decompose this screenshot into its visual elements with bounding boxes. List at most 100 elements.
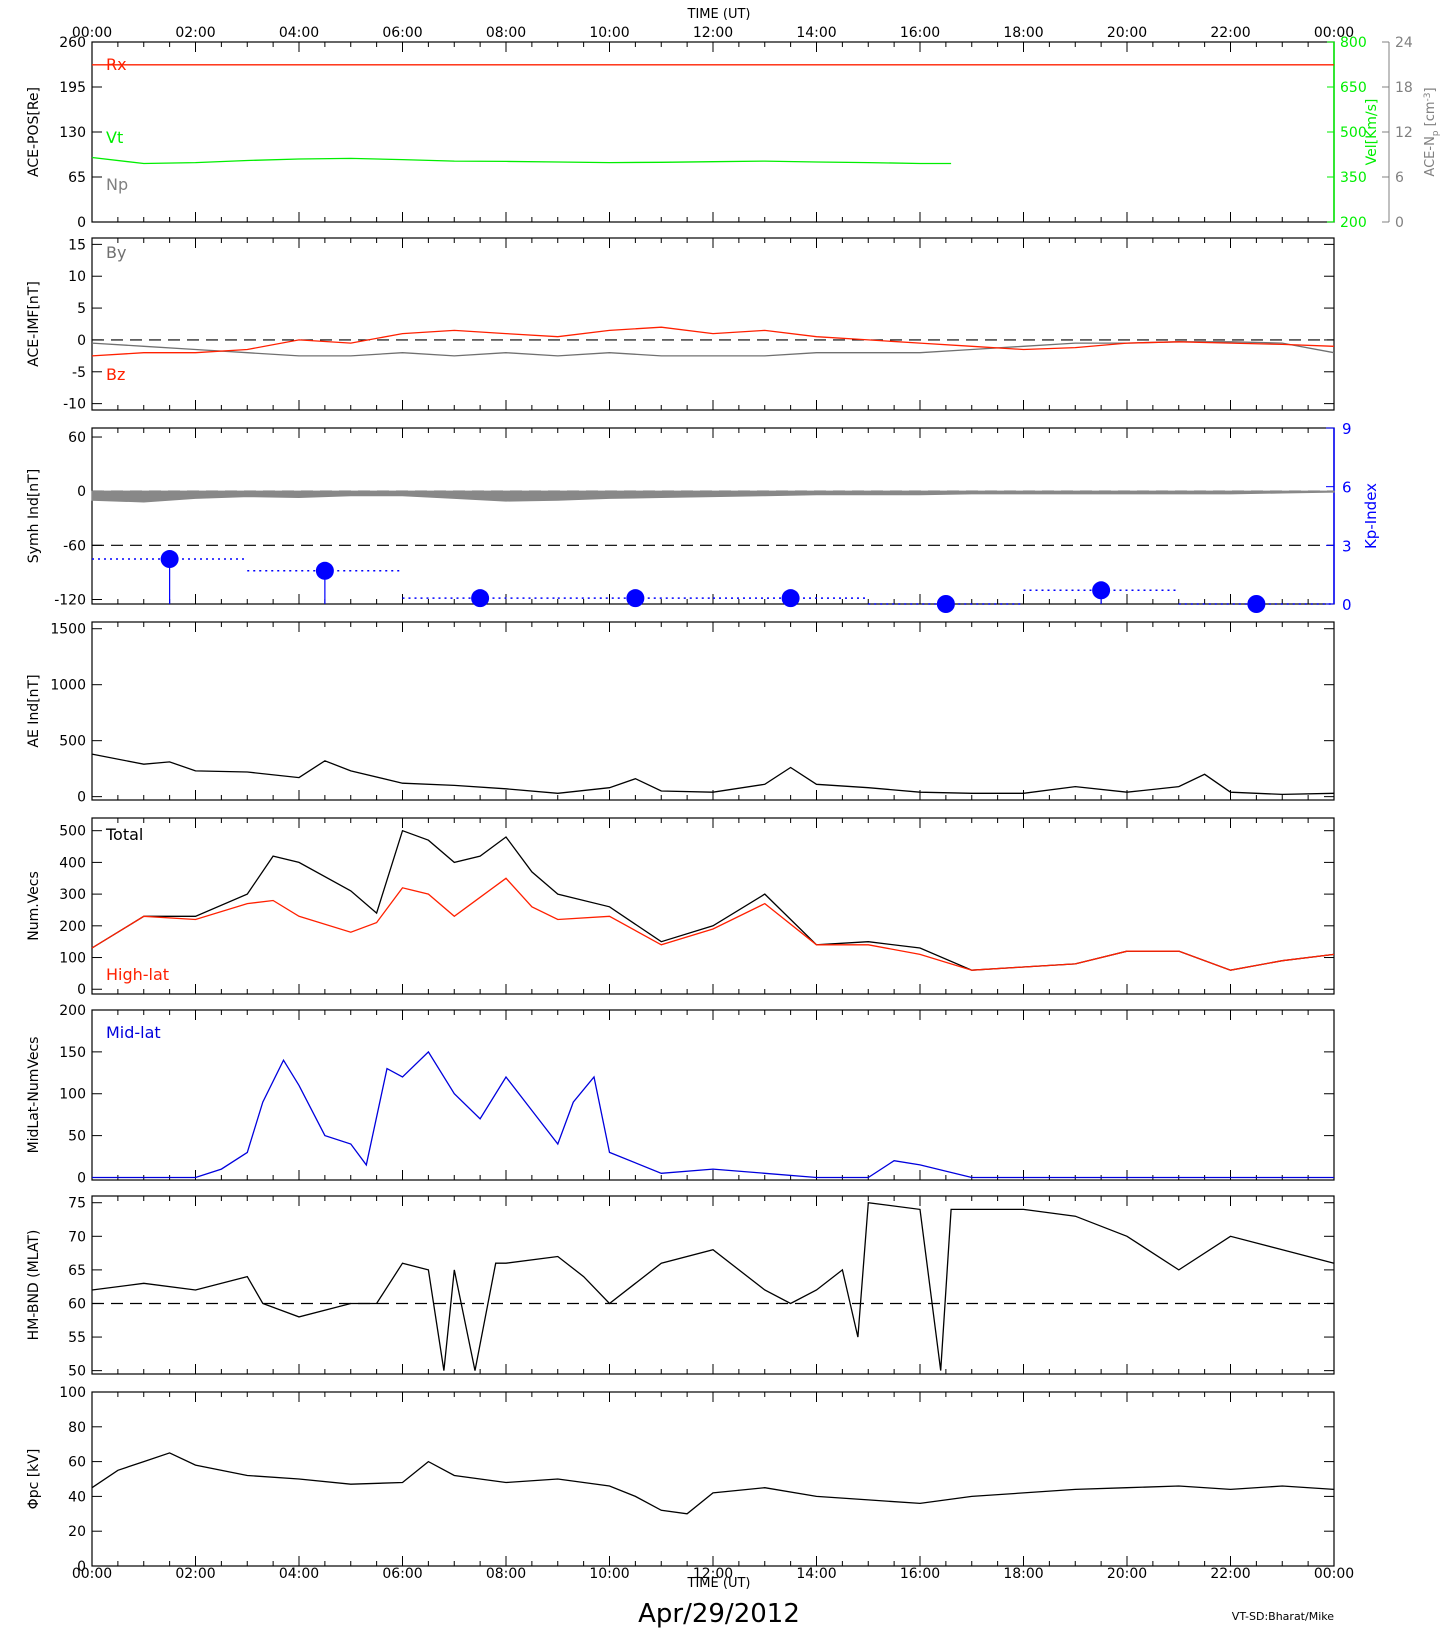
series-label-bz: Bz — [106, 365, 125, 384]
y-axis-label: Φpc [kV] — [26, 1449, 42, 1510]
y-axis-label: HM-BND (MLAT) — [26, 1230, 42, 1341]
y-tick-label: -5 — [72, 365, 86, 381]
bottom-time-tick-label: 06:00 — [382, 1566, 422, 1582]
y-tick-label: 40 — [68, 1489, 86, 1505]
panel-frame — [91, 41, 1335, 223]
label-part: -3 — [1423, 92, 1433, 101]
right-y-tick-label: 800 — [1340, 35, 1367, 51]
right-y-tick-label: 6 — [1395, 170, 1404, 186]
bottom-time-tick-label: 14:00 — [796, 1566, 836, 1582]
series-label-mid-lat: Mid-lat — [106, 1023, 161, 1042]
right-y-tick-label: 18 — [1395, 80, 1413, 96]
bottom-time-tick-label: 08:00 — [486, 1566, 526, 1582]
phi-pc-line — [91, 1452, 1335, 1515]
panel-5: 0 100 200 300 400 500 Num.Vecs Total High-lat — [26, 817, 1335, 998]
y-tick-label: 60 — [68, 1296, 86, 1312]
right-y-tick-label: 350 — [1340, 170, 1367, 186]
panel-2: -10 -5 0 5 10 15 ACE-IMF[nT] By Bz — [26, 237, 1335, 413]
right-y-tick-label: 9 — [1342, 420, 1352, 438]
kp-point — [936, 595, 955, 613]
high-lat-line — [91, 877, 1335, 971]
series-label-rx: Rx — [106, 55, 127, 74]
bottom-time-tick-label: 20:00 — [1107, 1566, 1147, 1582]
hm-bnd-line — [91, 1201, 1335, 1371]
top-time-tick-label: 06:00 — [382, 25, 422, 41]
y-tick-label: 75 — [68, 1196, 86, 1212]
credit-label: VT-SD:Bharat/Mike — [1232, 1610, 1334, 1623]
y-axis-label: MidLat-NumVecs — [26, 1037, 42, 1154]
y-tick-label: 300 — [59, 887, 86, 903]
y-tick-label: 0 — [77, 790, 86, 806]
panel-frame — [91, 427, 1335, 605]
right-axis-label: Kp-Index — [1362, 483, 1380, 549]
panel-1: 0 65 130 195 260 ACE-POS[Re] 200 350 500 650 800 Ve… — [26, 35, 1441, 231]
top-time-tick-label: 02:00 — [175, 25, 215, 41]
series-label-total: Total — [105, 825, 143, 844]
panel-frame — [91, 817, 1335, 995]
y-axis-label: AE Ind[nT] — [26, 674, 42, 747]
bottom-time-tick-label: 02:00 — [175, 1566, 215, 1582]
top-time-tick-label: 04:00 — [279, 25, 319, 41]
y-tick-label: 0 — [77, 1559, 86, 1575]
y-tick-label: 200 — [59, 1003, 86, 1019]
right-y-tick-label: 6 — [1342, 479, 1352, 497]
panel-8: 0 20 40 60 80 100 Φpc [kV] — [26, 1385, 1335, 1575]
right-y-tick-label: 12 — [1395, 125, 1413, 141]
right-y-tick-label: 650 — [1340, 80, 1367, 96]
top-time-tick-label: 22:00 — [1210, 25, 1250, 41]
bottom-time-tick-label: 00:00 — [1314, 1566, 1354, 1582]
top-time-tick-label: 20:00 — [1107, 25, 1147, 41]
series-label-np: Np — [106, 175, 128, 194]
y-tick-label: 400 — [59, 855, 86, 871]
y-tick-label: 195 — [59, 80, 86, 96]
y-tick-label: 1000 — [50, 678, 86, 694]
kp-point — [626, 589, 645, 608]
top-time-tick-label: 18:00 — [1003, 25, 1043, 41]
right-axis-label: Vel[Km/s] — [1364, 99, 1380, 166]
top-time-tick-label: 00:00 — [1314, 25, 1354, 41]
panel-frame — [91, 1195, 1335, 1375]
y-tick-label: 1500 — [50, 622, 86, 638]
y-axis-label: Num.Vecs — [26, 871, 42, 941]
panel-7: 50 55 60 65 70 75 HM-BND (MLAT) — [26, 1195, 1335, 1380]
y-tick-label: 60 — [68, 1455, 86, 1471]
bottom-time-tick-label: 00:00 — [72, 1566, 112, 1582]
top-time-tick-label: 12:00 — [693, 25, 733, 41]
label-part: ACE-N — [1423, 136, 1438, 176]
y-tick-label: 50 — [68, 1364, 86, 1380]
panel-3: -120 -60 0 60 Symh Ind[nT] 0 3 6 9 Kp-Index — [26, 420, 1380, 614]
kp-point — [471, 589, 490, 608]
series-label-high-lat: High-lat — [106, 965, 169, 984]
series-label-by: By — [106, 243, 126, 262]
bottom-time-tick-label: 04:00 — [279, 1566, 319, 1582]
right-y-tick-label: 500 — [1340, 125, 1367, 141]
y-tick-label: 20 — [68, 1524, 86, 1540]
kp-point — [1247, 595, 1266, 613]
top-time-tick-label: 10:00 — [589, 25, 629, 41]
kp-point — [1092, 581, 1111, 600]
y-tick-label: 15 — [68, 237, 86, 253]
panel-frame — [91, 237, 1335, 411]
y-tick-label: 60 — [68, 430, 86, 446]
y-tick-label: 100 — [59, 1087, 86, 1103]
vt-line — [91, 156, 952, 165]
total-line — [91, 829, 1335, 971]
top-time-tick-label: 14:00 — [796, 25, 836, 41]
y-tick-label: -10 — [63, 397, 86, 413]
y-tick-label: 0 — [77, 215, 86, 231]
y-tick-label: -120 — [54, 592, 86, 608]
y-tick-label: 50 — [68, 1129, 86, 1145]
bottom-time-tick-label: 22:00 — [1210, 1566, 1250, 1582]
y-axis-label: Symh Ind[nT] — [26, 469, 42, 563]
bz-line — [91, 326, 1335, 357]
y-axis-label: ACE-IMF[nT] — [26, 281, 42, 367]
y-tick-label: 70 — [68, 1229, 86, 1245]
right-y-tick-label: 0 — [1395, 215, 1404, 231]
top-time-tick-label: 08:00 — [486, 25, 526, 41]
y-tick-label: 150 — [59, 1045, 86, 1061]
y-tick-label: 500 — [59, 734, 86, 750]
symh-area — [91, 490, 1335, 503]
series-label-vt: Vt — [106, 128, 123, 147]
right-y-tick-label: 0 — [1342, 596, 1352, 614]
